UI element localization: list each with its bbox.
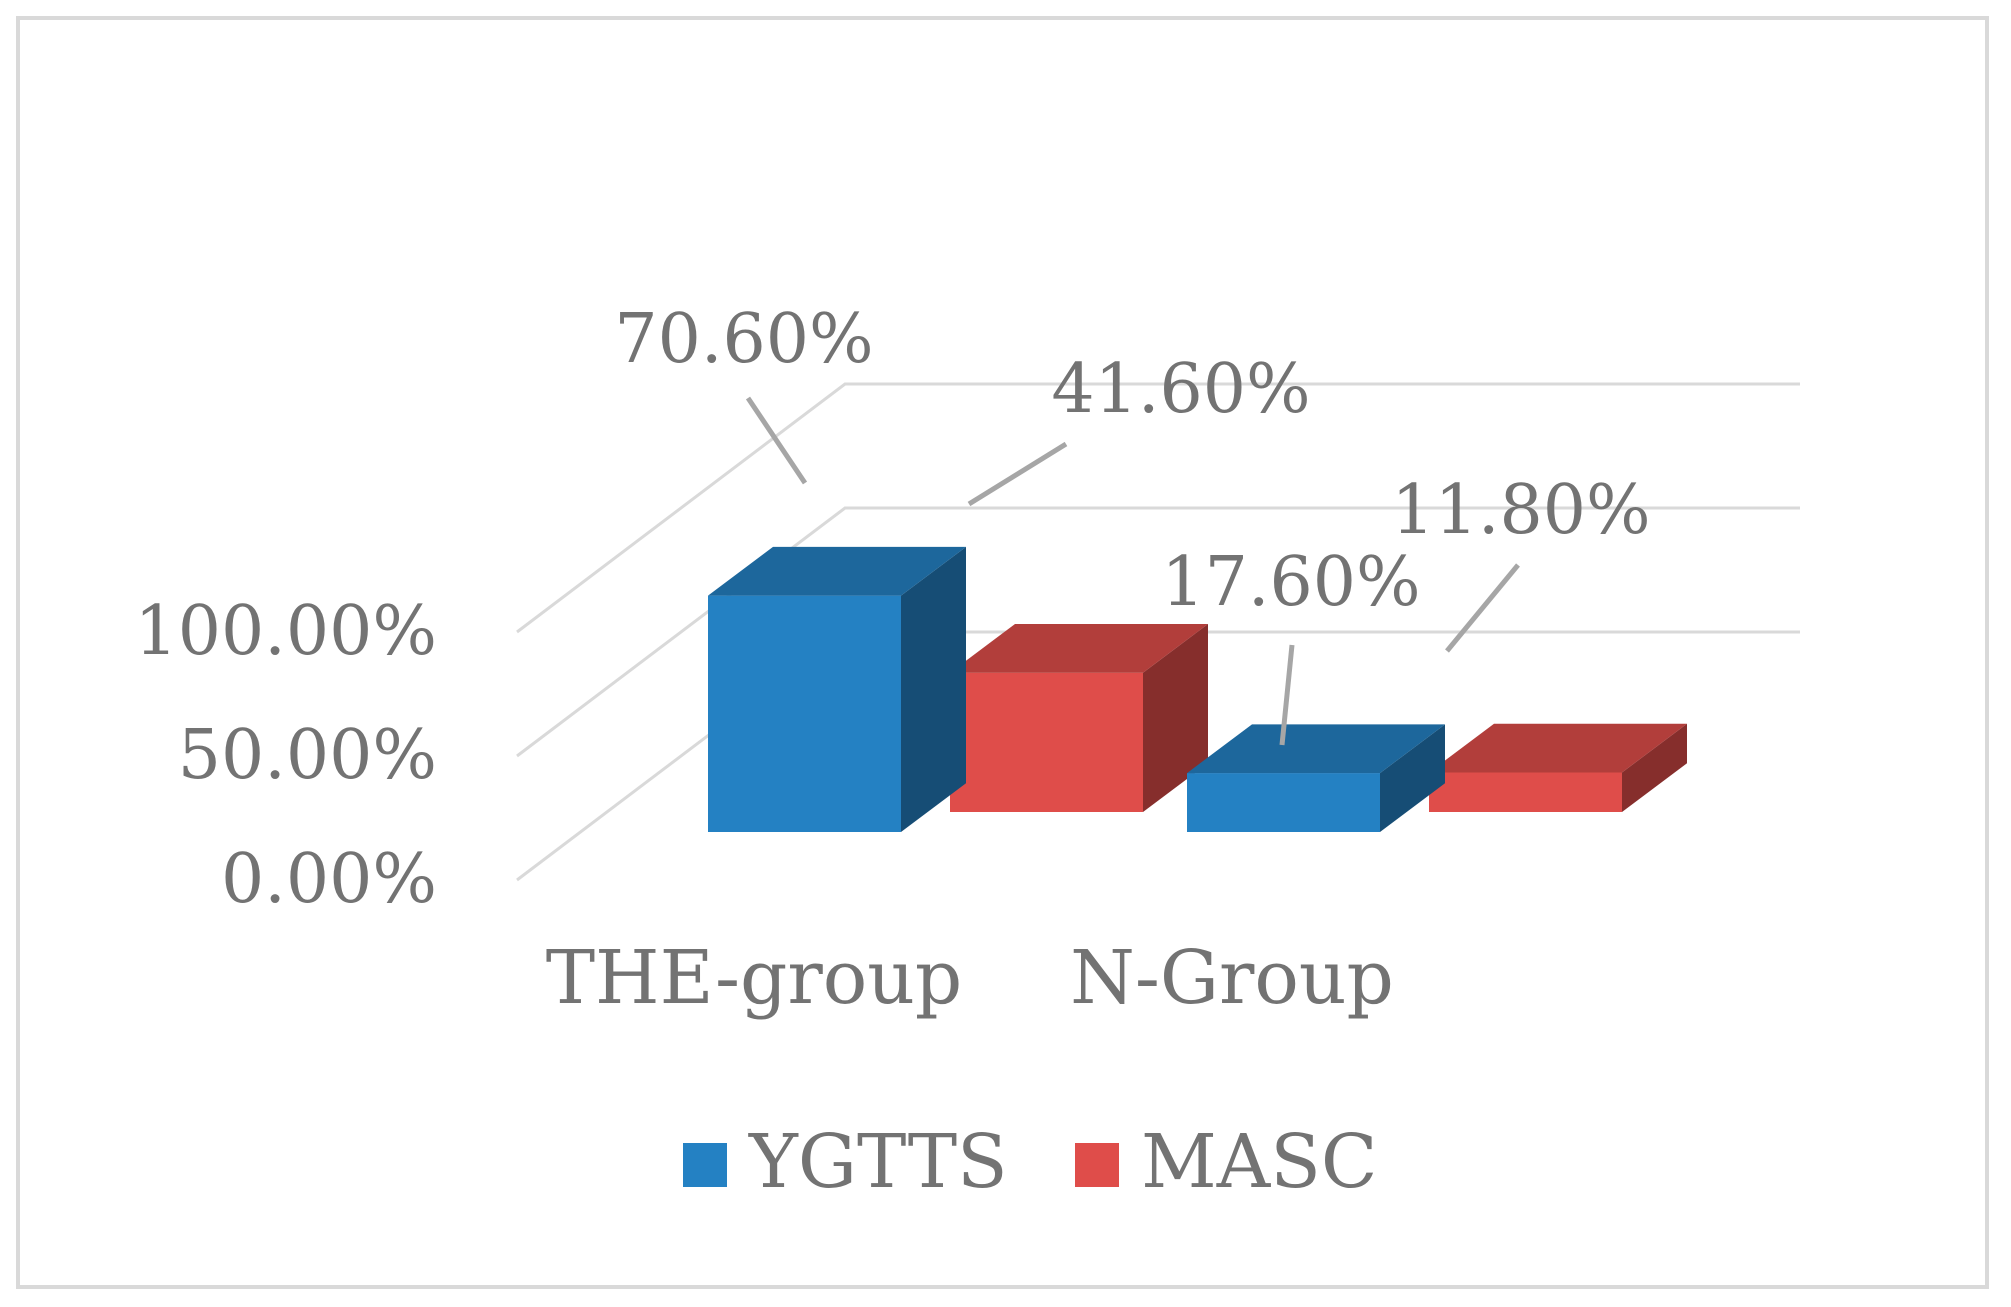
bar-ygtts-n-group — [1187, 724, 1445, 832]
bar-front — [1187, 773, 1380, 832]
data-label-ygtts: 70.60% — [614, 300, 873, 379]
legend-label: YGTTS — [748, 1119, 1008, 1205]
bars — [708, 546, 1687, 832]
leader-line — [967, 441, 1068, 507]
data-label-masc: 41.60% — [1051, 350, 1310, 429]
bar-front — [1429, 772, 1622, 812]
bar-ygtts-the-group — [708, 546, 966, 832]
bar-front — [708, 595, 901, 832]
bar-top — [950, 623, 1208, 673]
y-tick-label: 50.00% — [178, 716, 437, 795]
legend-label: MASC — [1141, 1119, 1378, 1205]
category-label: N-Group — [1070, 935, 1394, 1021]
y-tick-label: 100.00% — [134, 592, 437, 671]
gridline-1 — [516, 506, 1800, 758]
data-label-masc: 11.80% — [1391, 471, 1650, 550]
data-label-ygtts: 17.60% — [1161, 543, 1420, 622]
category-label: THE-group — [546, 935, 963, 1021]
category-labels: THE-group N-Group — [546, 935, 1394, 1021]
legend: YGTTS MASC — [683, 1119, 1378, 1205]
bar-front — [950, 672, 1143, 812]
bar-masc-the-group — [950, 623, 1208, 812]
gridline-2 — [516, 382, 1800, 634]
bar-side — [901, 546, 966, 832]
legend-item-ygtts: YGTTS — [683, 1119, 1008, 1205]
legend-item-masc: MASC — [1075, 1119, 1378, 1205]
leader-line — [745, 396, 808, 485]
data-labels: 70.60% 17.60% 41.60% 11.80% — [614, 300, 1650, 622]
y-axis-ticks: 0.00% 50.00% 100.00% — [134, 592, 437, 919]
legend-swatch — [683, 1143, 727, 1187]
y-tick-label: 0.00% — [221, 840, 437, 919]
legend-swatch — [1075, 1143, 1119, 1187]
leader-line — [1445, 563, 1520, 653]
bar-side — [1622, 723, 1687, 812]
bar-side — [1380, 724, 1445, 832]
bar-side — [1143, 623, 1208, 812]
leader-line — [1279, 644, 1295, 746]
bar-top — [1187, 724, 1445, 774]
leader-lines — [745, 396, 1520, 746]
bar-top — [1429, 723, 1687, 773]
bar-top — [708, 546, 966, 596]
bar-masc-n-group — [1429, 723, 1687, 812]
